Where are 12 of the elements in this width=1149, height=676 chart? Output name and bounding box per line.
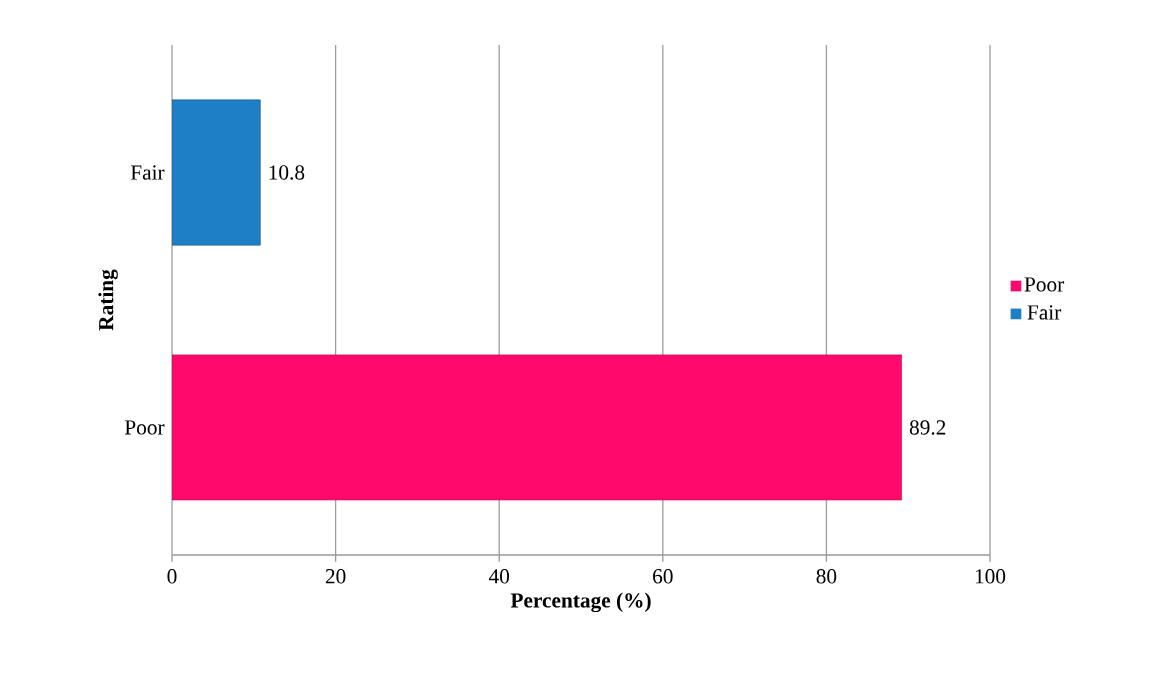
x-tick-label: 80 xyxy=(816,569,837,584)
x-tick-label: 20 xyxy=(325,569,346,584)
data-label: 10.8 xyxy=(269,165,305,180)
legend-label: Poor xyxy=(1024,277,1065,292)
x-tick-label: 0 xyxy=(167,569,177,584)
x-axis-title: Percentage (%) xyxy=(510,592,651,613)
legend-label: Fair xyxy=(1027,305,1062,320)
x-tick-label: 100 xyxy=(975,569,1006,584)
x-tick-label: 60 xyxy=(653,569,673,584)
data-label: 89.2 xyxy=(909,420,946,435)
x-tick-label: 40 xyxy=(488,569,510,584)
y-axis-title: Rating xyxy=(98,269,118,331)
